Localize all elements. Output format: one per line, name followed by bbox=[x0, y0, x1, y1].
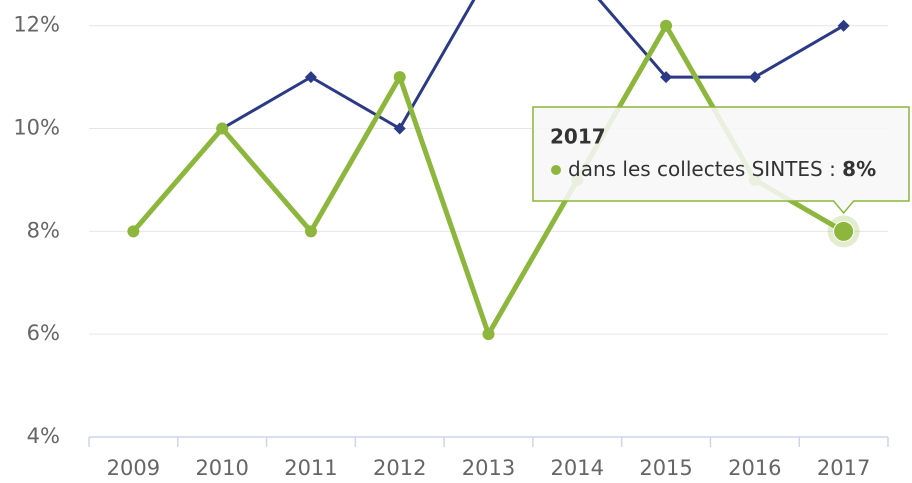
point bbox=[660, 71, 673, 84]
x-tick-label: 2016 bbox=[728, 456, 781, 480]
tooltip-body: dans les collectes SINTES : 8% bbox=[568, 157, 876, 181]
point bbox=[748, 71, 761, 84]
point bbox=[660, 19, 673, 32]
tooltip-separator: : bbox=[823, 157, 842, 181]
y-tick-label: 8% bbox=[27, 218, 60, 242]
point bbox=[393, 71, 406, 84]
y-tick-label: 6% bbox=[27, 321, 60, 345]
y-tick-label: 10% bbox=[13, 116, 60, 140]
x-tick-label: 2011 bbox=[284, 456, 337, 480]
tooltip-series: dans les collectes SINTES bbox=[568, 157, 823, 181]
point bbox=[837, 19, 850, 32]
tooltip-symbol bbox=[551, 165, 561, 175]
point bbox=[304, 225, 317, 238]
y-tick-label: 12% bbox=[13, 13, 60, 37]
x-tick-label: 2009 bbox=[107, 456, 160, 480]
point bbox=[393, 122, 406, 135]
hover-point bbox=[833, 220, 855, 242]
y-tick-label: 4% bbox=[27, 424, 60, 448]
point bbox=[482, 328, 495, 341]
point bbox=[127, 225, 140, 238]
tooltip-box bbox=[532, 106, 910, 215]
point bbox=[216, 122, 229, 135]
x-tick-label: 2012 bbox=[373, 456, 426, 480]
tooltip-header: 2017 bbox=[550, 125, 606, 149]
x-tick-label: 2015 bbox=[639, 456, 692, 480]
point bbox=[304, 71, 317, 84]
x-axis: 2009 2010 2011 2012 2013 2014 2015 2016 2017 bbox=[88, 436, 889, 480]
x-tick-label: 2013 bbox=[462, 456, 515, 480]
x-tick-label: 2014 bbox=[551, 456, 604, 480]
tooltip-value: 8% bbox=[842, 157, 876, 181]
x-tick-label: 2017 bbox=[817, 456, 870, 480]
series-line bbox=[132, 0, 845, 233]
tooltip: 2017 dans les collectes SINTES : 8% bbox=[532, 106, 910, 215]
x-tick-label: 2010 bbox=[195, 456, 248, 480]
